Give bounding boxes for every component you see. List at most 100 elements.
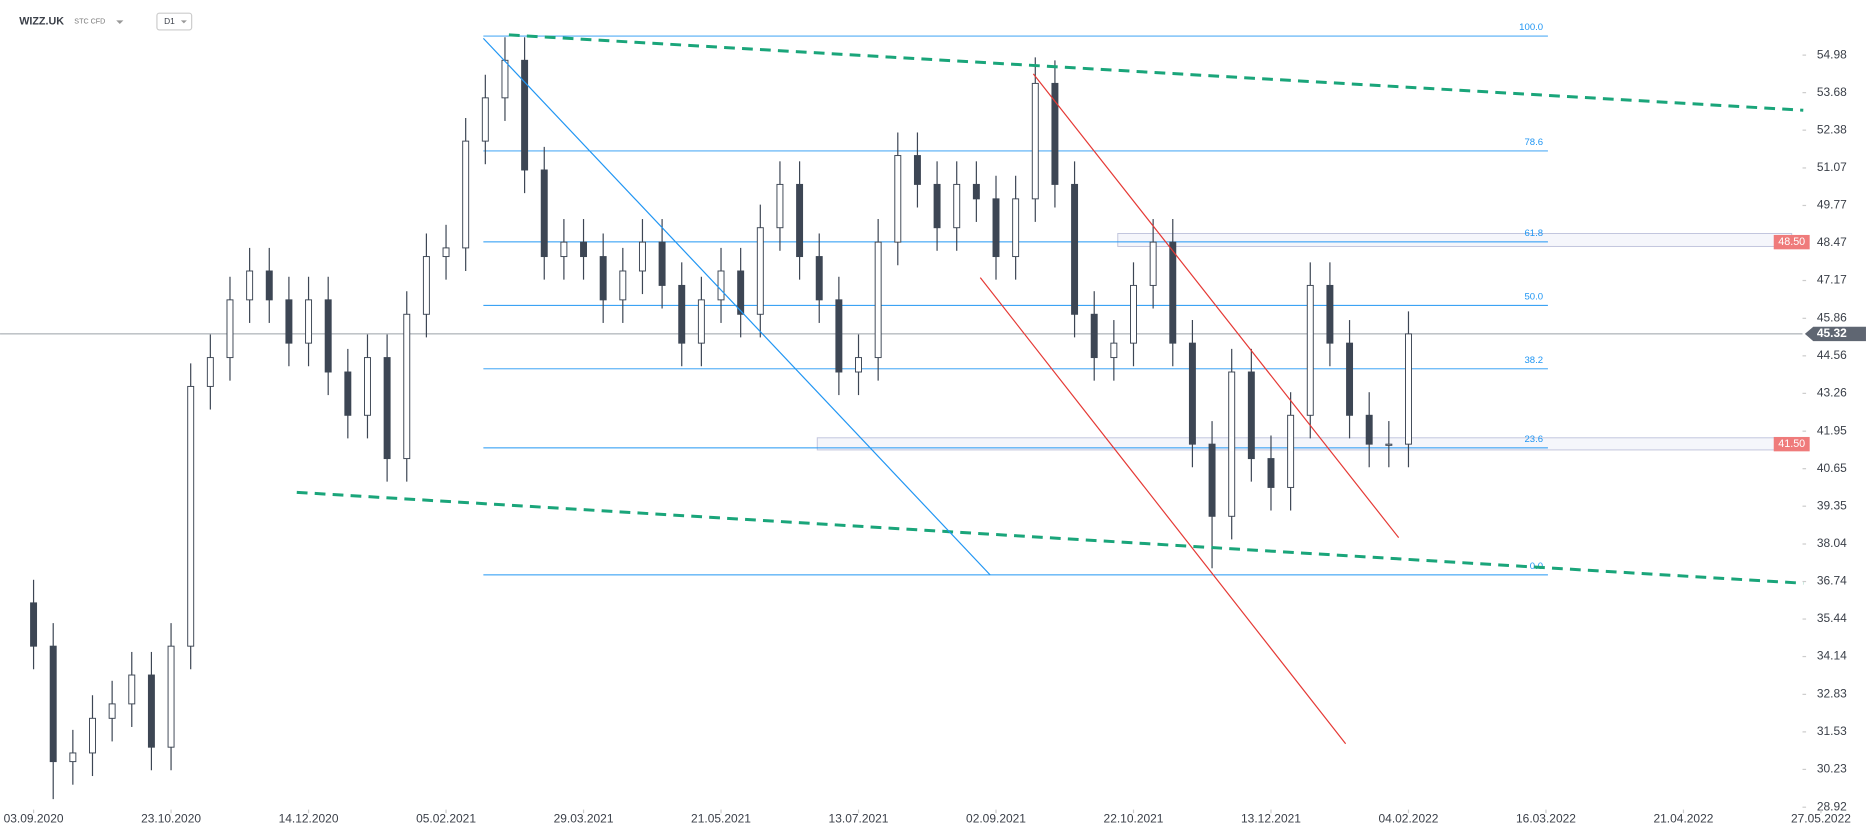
candle-body [108,703,116,719]
candle-body [1267,458,1275,488]
x-tick-label: 14.12.2020 [279,811,339,825]
candle-body [933,183,941,229]
timeframe-box[interactable] [156,12,193,31]
candle-body [1385,443,1393,446]
candle-body [285,299,293,344]
candle-body [1051,82,1059,185]
candle-body [206,357,214,387]
fib-label: 23.6 [1524,434,1543,445]
timeframe[interactable]: D1 [164,16,175,26]
y-tick-label: 35.44 [1817,611,1847,625]
x-tick-label: 23.10.2020 [141,811,201,825]
x-tick-label: 29.03.2021 [554,811,614,825]
x-tick-label: 03.09.2020 [4,811,64,825]
candle-body [403,313,411,460]
candle-body [599,256,607,301]
candle-body [894,155,902,243]
trendline [1032,73,1400,539]
trendline [296,490,1804,585]
y-tick-label: 32.83 [1817,687,1847,701]
candle-body [1012,198,1020,258]
candle-body [147,674,155,748]
x-tick-label: 16.03.2022 [1516,811,1576,825]
y-tick-label: 39.35 [1817,498,1847,512]
y-tick-label: 41.95 [1817,423,1847,437]
candle-body [796,183,804,258]
candle-body [756,227,764,315]
fib-label: 100.0 [1519,22,1543,33]
trendline [508,33,1804,112]
y-tick-label: 53.68 [1817,85,1847,99]
candle-body [246,270,254,301]
timeframe-dropdown [180,20,187,24]
instrument-dropdown[interactable] [116,20,124,24]
y-tick-label: 28.92 [1817,799,1847,813]
fib-label: 50.0 [1524,291,1543,302]
symbol: WIZZ.UK [19,15,64,27]
candle-body [226,299,234,359]
x-tick-label: 27.05.2022 [1791,811,1851,825]
candle-body [697,299,705,344]
candle-body [481,97,489,142]
x-tick-label: 13.12.2021 [1241,811,1301,825]
candle-body [913,155,921,185]
candle-body [1326,284,1334,344]
y-tick-label: 44.56 [1817,348,1847,362]
candle-body [265,270,273,301]
candle-body [1365,414,1373,445]
candle-body [1071,183,1079,315]
y-tick-label: 34.14 [1817,649,1847,663]
candle-body [422,256,430,315]
candle-body [1346,342,1354,416]
candle-body [1228,371,1236,517]
candle-body [1130,284,1137,344]
price-label: 48.50 [1778,236,1805,248]
candle-body [972,183,980,200]
y-tick-label: 51.07 [1817,160,1847,174]
fib-label: 78.6 [1524,137,1543,148]
candle-body [30,602,38,647]
candle-body [187,385,195,647]
price-label: 41.50 [1778,438,1805,450]
candle-body [717,270,725,301]
instrument[interactable]: STC CFD [74,17,105,25]
candle-body [305,299,313,344]
candle-body [501,59,509,99]
candle-body [835,299,843,373]
candle-body [1306,284,1314,416]
candle-body [1188,342,1196,445]
last-price-label: 45.32 [1817,326,1847,340]
y-tick-label: 47.17 [1817,273,1847,287]
x-tick-label: 22.10.2021 [1104,811,1164,825]
candle-body [1405,333,1412,445]
y-tick-label: 45.86 [1817,310,1847,324]
fib-label: 61.8 [1524,228,1543,239]
candle-body [167,645,175,748]
y-tick-label: 43.26 [1817,386,1847,400]
x-tick-label: 02.09.2021 [966,811,1026,825]
candle-body [521,59,529,171]
last-price-box [1804,326,1866,342]
y-tick-label: 36.74 [1817,574,1847,588]
candle-body [874,241,882,359]
candle-body [49,645,57,763]
candle-body [1208,443,1216,517]
candle-body [344,371,352,416]
candle-body [678,284,686,344]
candle-body [992,198,1000,258]
candle-body [737,270,745,315]
candle-body [364,357,371,416]
candle-body [619,270,627,301]
candle-body [1149,241,1157,286]
candle-body [383,357,391,460]
candle-body [89,717,96,754]
y-tick-label: 40.65 [1817,461,1847,475]
x-tick-label: 21.05.2021 [691,811,751,825]
y-tick-label: 30.23 [1817,762,1847,776]
fib-label: 38.2 [1524,355,1543,366]
candle-body [1090,313,1098,359]
y-tick-label: 38.04 [1817,536,1847,550]
candle-body [560,241,568,258]
